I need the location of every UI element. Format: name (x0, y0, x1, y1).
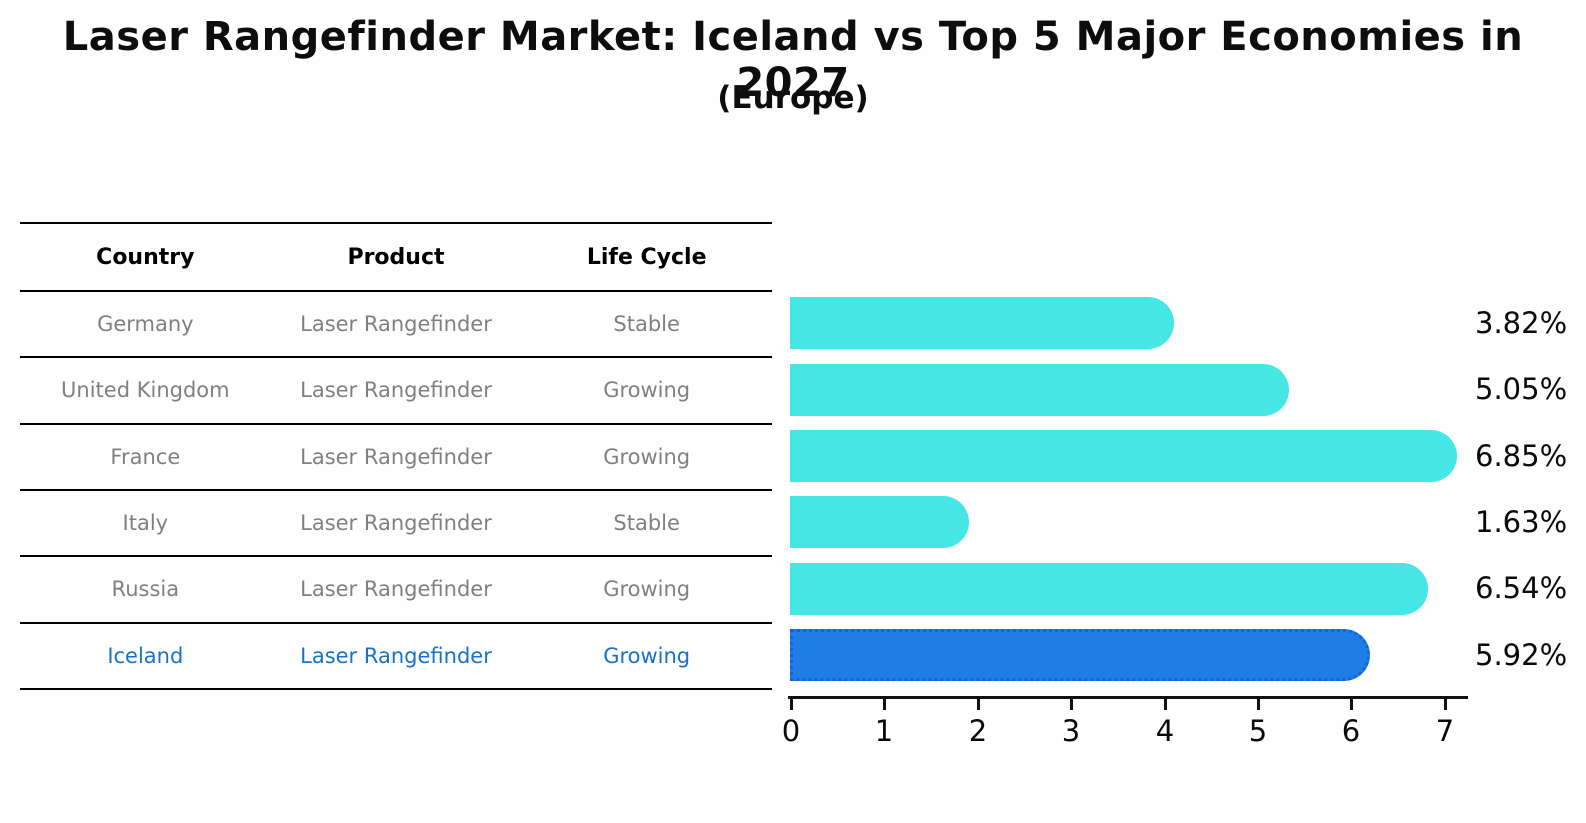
bar-row (790, 555, 1510, 621)
x-axis-ticks: 0 1 2 3 4 5 6 7 (782, 696, 1478, 760)
column-header-country: Country (96, 244, 195, 270)
data-table: Country Product Life Cycle Germany Laser … (20, 222, 772, 690)
table-cell: Laser Rangefinder (300, 577, 492, 602)
table-header-row: Country Product Life Cycle (20, 222, 772, 292)
bar-row (790, 356, 1510, 422)
table-cell: Germany (97, 312, 194, 337)
axis-tick-label: 1 (874, 714, 894, 748)
table-cell: Stable (613, 312, 680, 337)
value-label: 5.05% (1475, 372, 1568, 407)
bar (790, 496, 969, 549)
table-body: Germany Laser Rangefinder Stable United Kin… (20, 292, 772, 690)
bar (790, 429, 1457, 482)
table-row: Iceland Laser Rangefinder Growing (20, 624, 772, 690)
bar-row (790, 423, 1510, 489)
axis-tick-label: 2 (968, 714, 988, 748)
highlight-bar (790, 628, 1370, 681)
x-axis: 0 1 2 3 4 5 6 7 (782, 696, 1478, 760)
axis-tick-label: 6 (1341, 714, 1361, 748)
table-cell: United Kingdom (61, 378, 230, 403)
bar-chart (790, 290, 1510, 688)
axis-tick (1070, 699, 1073, 710)
table-cell: France (110, 444, 181, 469)
table-cell: Laser Rangefinder (300, 312, 492, 337)
axis-tick (1164, 699, 1167, 710)
table-row: Italy Laser Rangefinder Stable (20, 491, 772, 558)
axis-tick-label: 7 (1435, 714, 1455, 748)
value-label: 1.63% (1475, 505, 1568, 540)
table-cell: Laser Rangefinder (300, 444, 492, 469)
axis-tick (1257, 699, 1260, 710)
table-cell: Iceland (107, 643, 184, 668)
table-cell: Growing (603, 577, 691, 602)
axis-tick (1350, 699, 1353, 710)
chart-title: Laser Rangefinder Market: Iceland vs Top… (62, 14, 1524, 106)
chart-subtitle: (Europe) (717, 80, 869, 116)
bar (790, 297, 1174, 350)
axis-tick (790, 699, 793, 710)
table-cell: Growing (603, 444, 691, 469)
value-label: 6.85% (1475, 438, 1568, 473)
value-label: 6.54% (1475, 571, 1568, 606)
table-cell: Russia (111, 577, 180, 602)
value-label: 3.82% (1475, 306, 1568, 341)
axis-tick (883, 699, 886, 710)
column-header-life-cycle: Life Cycle (586, 244, 707, 270)
table-cell: Laser Rangefinder (300, 378, 492, 403)
table-row: France Laser Rangefinder Growing (20, 425, 772, 491)
table-cell: Italy (122, 511, 169, 536)
value-label: 5.92% (1475, 637, 1568, 672)
table-row: Germany Laser Rangefinder Stable (20, 292, 772, 359)
bar (790, 562, 1428, 615)
axis-tick-label: 4 (1155, 714, 1175, 748)
axis-tick (1444, 699, 1447, 710)
table-cell: Laser Rangefinder (300, 511, 492, 536)
table-cell: Growing (603, 643, 691, 668)
table-cell: Stable (613, 511, 680, 536)
axis-tick-label: 0 (781, 714, 801, 748)
table-cell: Laser Rangefinder (300, 643, 492, 668)
axis-tick-label: 5 (1248, 714, 1268, 748)
table-row: Russia Laser Rangefinder Growing (20, 557, 772, 624)
table-row: United Kingdom Laser Rangefinder Growing (20, 358, 772, 425)
axis-tick (977, 699, 980, 710)
value-labels: 3.82% 5.05% 6.85% 1.63% 6.54% 5.92% (1475, 290, 1585, 688)
bar (790, 363, 1289, 416)
bar-row (790, 622, 1510, 688)
table-cell: Growing (603, 378, 691, 403)
axis-tick-label: 3 (1061, 714, 1081, 748)
column-header-product: Product (347, 244, 445, 270)
x-axis-line (788, 696, 1468, 699)
bar-row (790, 290, 1510, 356)
bar-row (790, 489, 1510, 555)
